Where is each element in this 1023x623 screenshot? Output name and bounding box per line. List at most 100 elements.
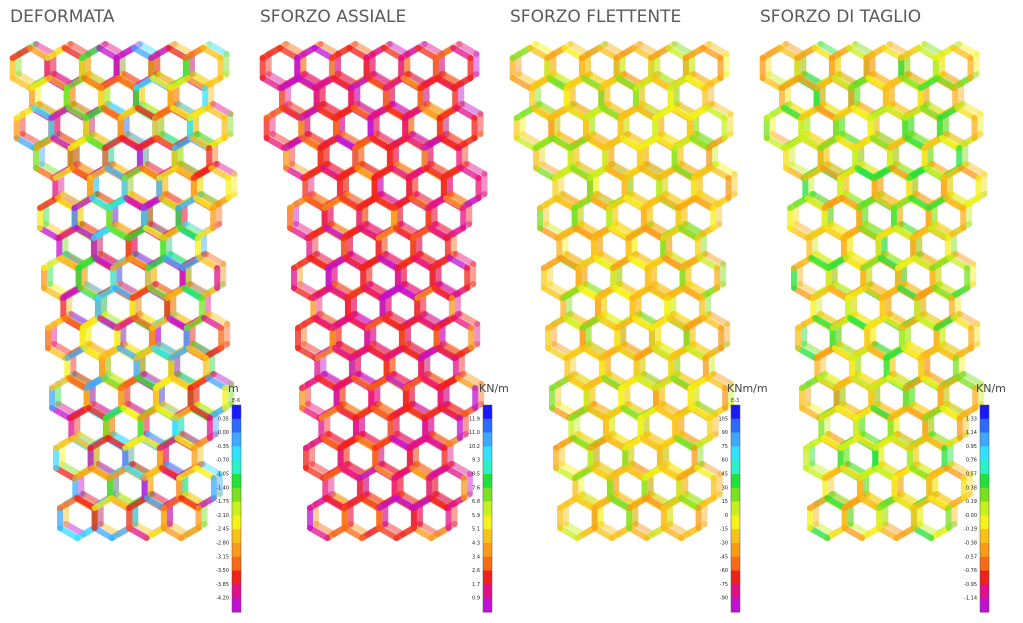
scale-label: 0.9	[472, 596, 480, 602]
lattice-member	[319, 101, 343, 117]
lattice-member	[356, 465, 381, 481]
lattice-member	[88, 195, 113, 211]
lattice-member	[421, 41, 445, 57]
lattice-member	[689, 341, 713, 357]
lattice-member	[626, 525, 650, 541]
lattice-member	[791, 255, 815, 271]
lattice-member	[891, 465, 915, 481]
lattice-member	[171, 41, 195, 57]
lattice-member	[856, 195, 880, 211]
lattice-member	[842, 255, 867, 271]
scale-label: -3.15	[216, 554, 229, 560]
lattice-member	[79, 315, 103, 331]
lattice-member	[320, 435, 344, 451]
lattice-member	[347, 521, 371, 537]
lattice-member	[513, 135, 537, 151]
lattice-member	[67, 135, 91, 151]
lattice-member	[604, 101, 628, 117]
lattice-member	[677, 225, 701, 241]
lattice-member	[364, 315, 388, 331]
lattice-member	[924, 435, 948, 451]
lattice-member	[51, 341, 75, 357]
lattice-member	[868, 375, 892, 391]
lattice-member	[804, 195, 828, 211]
lattice-member	[346, 251, 371, 267]
lattice-member	[285, 101, 309, 117]
lattice-member	[78, 491, 102, 507]
lattice-member	[885, 311, 909, 327]
lattice-member	[124, 401, 148, 417]
lattice-member	[193, 465, 217, 481]
lattice-member	[437, 375, 461, 391]
lattice-member	[873, 131, 897, 147]
lattice-member	[658, 465, 683, 481]
lattice-member	[59, 461, 83, 477]
lattice-member	[360, 255, 384, 271]
lattice-member	[685, 345, 709, 361]
lattice-member	[106, 195, 130, 211]
lattice-member	[574, 495, 598, 511]
lattice-member	[398, 315, 423, 331]
lattice-member	[920, 311, 944, 327]
lattice-member	[787, 225, 811, 241]
lattice-member	[84, 135, 109, 151]
lattice-member	[920, 375, 944, 391]
lattice-member	[396, 221, 421, 237]
lattice-member	[800, 71, 824, 87]
lattice-member	[90, 225, 115, 241]
lattice-member	[375, 225, 399, 241]
lattice-member	[696, 255, 721, 271]
lattice-member	[116, 345, 140, 361]
lattice-member	[404, 135, 428, 151]
lattice-member	[635, 375, 659, 391]
colorbar-segment	[731, 556, 740, 572]
lattice-member	[638, 165, 663, 181]
lattice-member	[74, 525, 98, 541]
lattice-member	[418, 345, 442, 361]
lattice-member	[398, 45, 422, 61]
lattice-member	[142, 225, 167, 241]
lattice-member	[70, 371, 94, 387]
lattice-member	[643, 525, 667, 541]
lattice-member	[639, 435, 663, 451]
colorbar-frame	[231, 404, 242, 613]
lattice-member	[132, 521, 156, 537]
lattice-member	[817, 135, 841, 151]
scale-label: 10.2	[469, 444, 480, 450]
lattice-member	[814, 345, 838, 361]
lattice-member	[935, 345, 959, 361]
colorbar-segment	[980, 446, 989, 461]
lattice-member	[541, 255, 565, 271]
lattice-member	[509, 45, 533, 61]
lattice-member	[641, 465, 665, 481]
lattice-member	[400, 345, 425, 361]
lattice-member	[886, 135, 911, 151]
lattice-member	[928, 525, 952, 541]
lattice-member	[309, 461, 333, 477]
scale-label: 0.19	[966, 499, 977, 505]
lattice-member	[533, 41, 557, 57]
lattice-member	[813, 75, 837, 91]
lattice-member	[669, 105, 693, 121]
lattice-member	[796, 75, 820, 91]
colorbar-segment	[980, 432, 989, 447]
lattice-member	[136, 41, 161, 57]
scale-label: 5.1	[472, 527, 480, 533]
lattice-member	[932, 491, 956, 507]
lattice-member	[337, 435, 361, 451]
lattice-member	[460, 371, 485, 387]
lattice-member	[323, 225, 347, 241]
scale-label: -1.05	[216, 472, 229, 478]
lattice-member	[564, 345, 588, 361]
lattice-member	[169, 105, 193, 121]
lattice-member	[684, 75, 709, 91]
lattice-member	[816, 375, 840, 391]
lattice-member	[620, 341, 644, 357]
lattice-member	[550, 71, 574, 87]
colorbar-segment	[731, 584, 740, 599]
lattice-member	[620, 405, 644, 421]
lattice-member	[365, 75, 389, 91]
lattice-member	[934, 75, 959, 91]
lattice-member	[890, 195, 915, 211]
lattice-member	[921, 41, 945, 57]
